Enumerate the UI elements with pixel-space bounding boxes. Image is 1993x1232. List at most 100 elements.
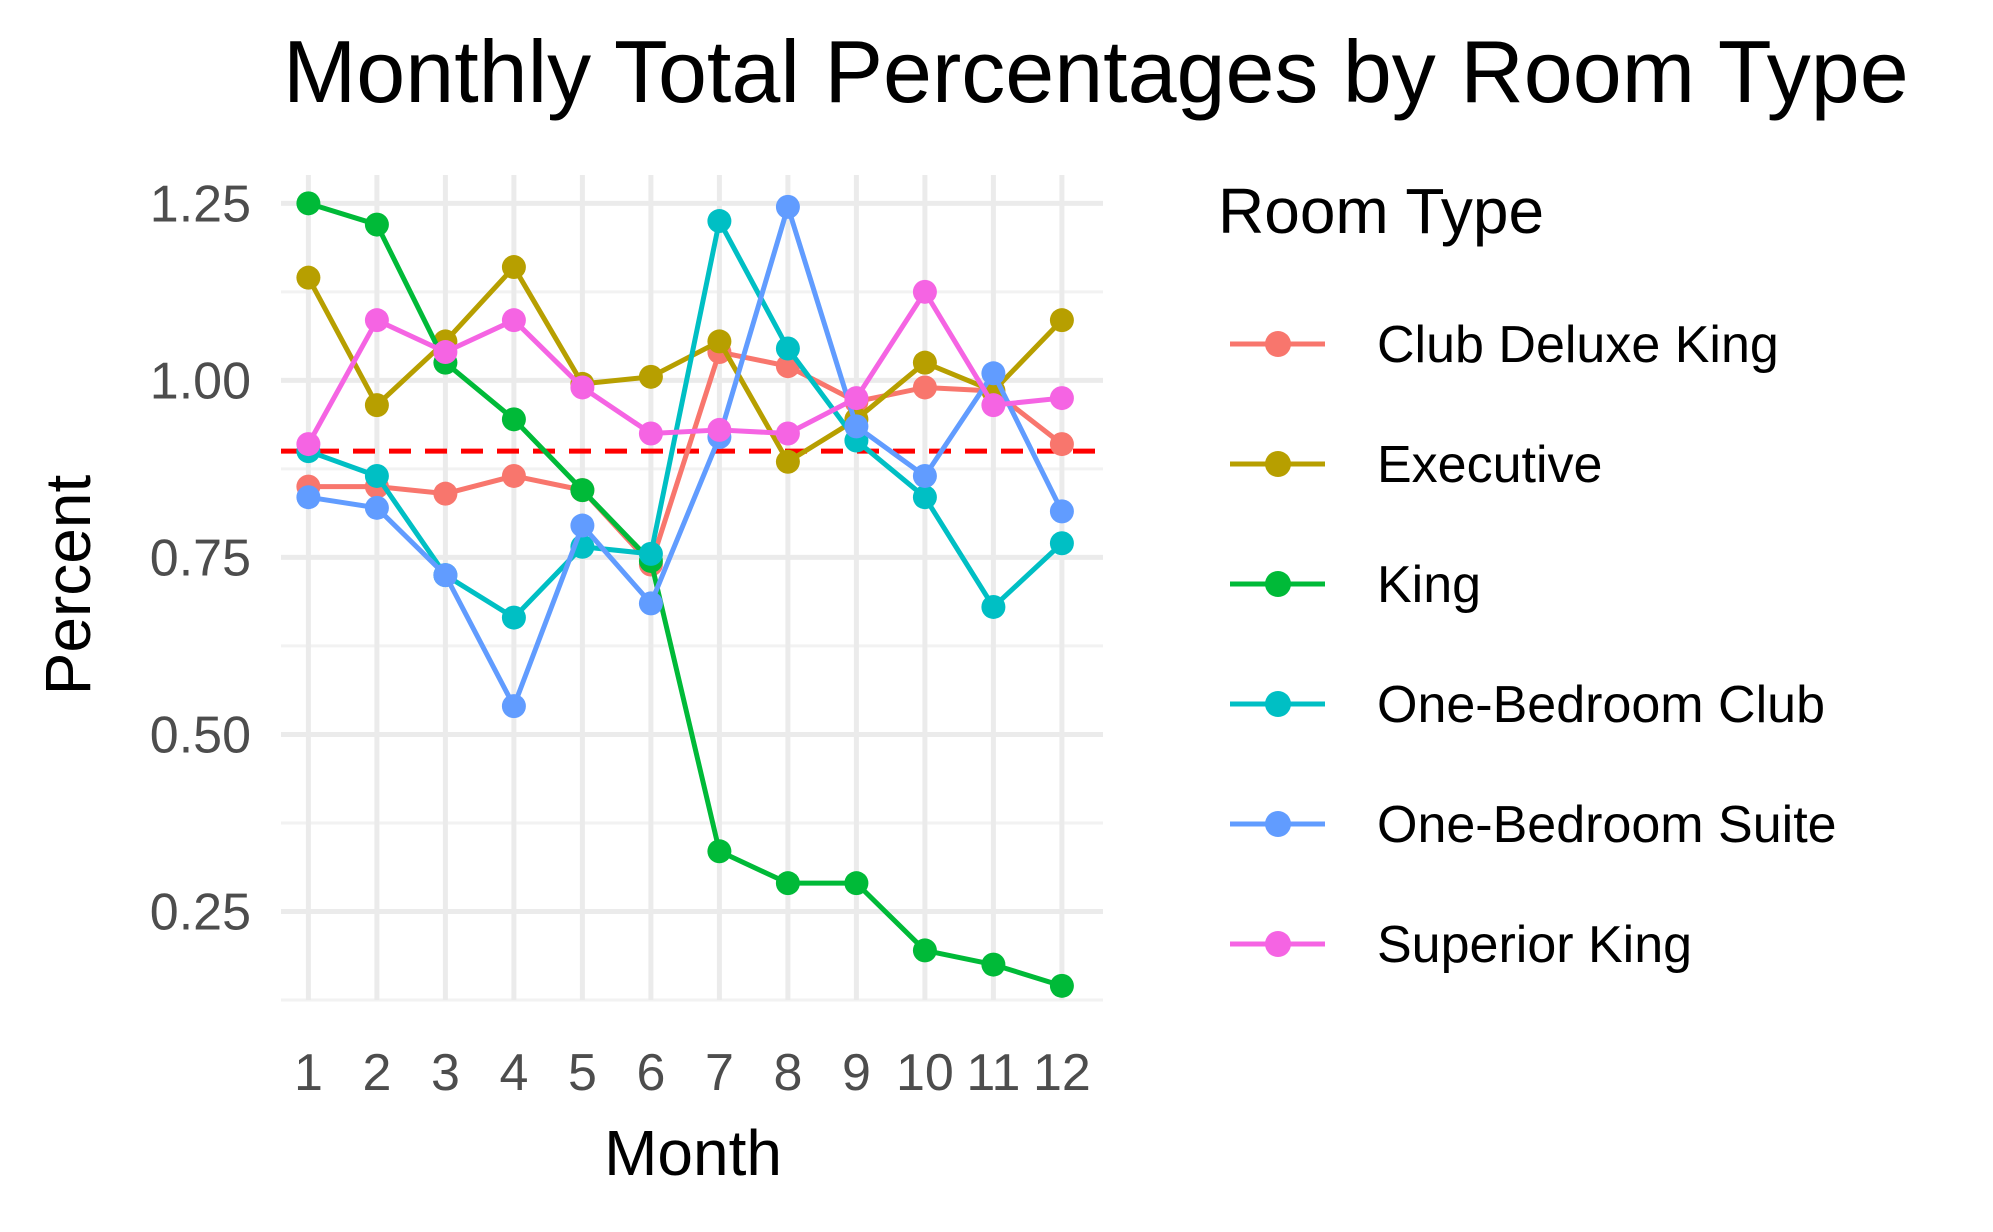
- x-axis-tick-labels: 1 2 3 4 5 6 7 8 9 10 11 12: [294, 1044, 1091, 1102]
- legend-key-point: [1265, 331, 1291, 357]
- data-point-superior-king: [775, 421, 800, 446]
- data-point-executive: [912, 350, 937, 375]
- data-point-king: [364, 212, 389, 237]
- x-tick-label: 3: [431, 1044, 460, 1102]
- series-king: [296, 191, 1074, 998]
- data-point-executive: [1049, 308, 1074, 333]
- series-executive: [296, 255, 1074, 474]
- series-one-bedroom-suite: [296, 194, 1074, 719]
- x-tick-label: 6: [636, 1044, 665, 1102]
- data-point-executive: [501, 255, 526, 280]
- data-point-one-bedroom-suite: [912, 463, 937, 488]
- data-point-one-bedroom-suite: [296, 485, 321, 510]
- data-point-king: [501, 407, 526, 432]
- data-point-one-bedroom-suite: [844, 414, 869, 439]
- legend-item-superior-king: Superior King: [1230, 916, 1692, 974]
- data-point-executive: [364, 393, 389, 418]
- y-tick-label: 1.00: [150, 352, 251, 410]
- data-point-superior-king: [981, 393, 1006, 418]
- data-point-executive: [638, 364, 663, 389]
- series-one-bedroom-club: [296, 209, 1074, 630]
- data-point-one-bedroom-suite: [570, 513, 595, 538]
- data-point-one-bedroom-suite: [364, 495, 389, 520]
- data-point-executive: [296, 265, 321, 290]
- x-tick-label: 4: [499, 1044, 528, 1102]
- x-tick-label: 5: [568, 1044, 597, 1102]
- data-point-king: [1049, 973, 1074, 998]
- series-line-superior-king: [306, 289, 1063, 446]
- legend-label: One-Bedroom Suite: [1377, 796, 1837, 854]
- data-point-club-deluxe-king: [433, 481, 458, 506]
- legend-key-point: [1265, 571, 1291, 597]
- legend-item-one-bedroom-suite: One-Bedroom Suite: [1230, 796, 1837, 854]
- data-point-one-bedroom-club: [364, 463, 389, 488]
- y-axis-title: Percent: [32, 475, 104, 696]
- data-point-superior-king: [707, 417, 732, 442]
- x-tick-label: 12: [1033, 1044, 1091, 1102]
- data-point-one-bedroom-suite: [981, 361, 1006, 386]
- data-point-king: [707, 839, 732, 864]
- data-point-one-bedroom-club: [501, 605, 526, 630]
- y-tick-label: 1.25: [150, 175, 251, 233]
- series-line-one-bedroom-suite: [308, 204, 1065, 709]
- data-point-club-deluxe-king: [501, 463, 526, 488]
- data-point-king: [912, 938, 937, 963]
- x-tick-label: 7: [705, 1044, 734, 1102]
- data-point-one-bedroom-suite: [433, 563, 458, 588]
- x-tick-label: 8: [773, 1044, 802, 1102]
- data-point-king: [296, 191, 321, 216]
- legend-key-point: [1265, 691, 1291, 717]
- data-point-one-bedroom-club: [775, 336, 800, 361]
- series-line-king: [307, 200, 1063, 989]
- y-tick-label: 0.75: [150, 529, 251, 587]
- data-point-superior-king: [1049, 386, 1074, 411]
- data-point-king: [981, 952, 1006, 977]
- series-line-one-bedroom-club: [307, 218, 1064, 621]
- legend-item-one-bedroom-club: One-Bedroom Club: [1230, 676, 1825, 734]
- data-point-superior-king: [570, 375, 595, 400]
- data-point-club-deluxe-king: [1049, 432, 1074, 457]
- data-point-one-bedroom-suite: [501, 694, 526, 719]
- series-superior-king: [296, 279, 1074, 457]
- series-layer: [296, 191, 1074, 998]
- legend-key-point: [1265, 451, 1291, 477]
- data-point-one-bedroom-club: [707, 209, 732, 234]
- x-tick-label: 11: [966, 1044, 1020, 1102]
- x-tick-label: 2: [362, 1044, 391, 1102]
- data-point-one-bedroom-club: [981, 594, 1006, 619]
- x-axis-title: Month: [604, 1117, 782, 1189]
- data-point-one-bedroom-suite: [638, 591, 663, 616]
- legend-label: Club Deluxe King: [1377, 316, 1779, 374]
- legend-item-club-deluxe-king: Club Deluxe King: [1230, 316, 1779, 374]
- x-tick-label: 9: [842, 1044, 871, 1102]
- data-point-king: [844, 871, 869, 896]
- data-point-superior-king: [364, 308, 389, 333]
- legend-label: Superior King: [1377, 916, 1692, 974]
- legend-key-point: [1265, 931, 1291, 957]
- y-tick-label: 0.25: [150, 883, 251, 941]
- data-point-king: [775, 871, 800, 896]
- data-point-superior-king: [844, 386, 869, 411]
- legend-label: King: [1377, 556, 1481, 614]
- x-tick-label: 1: [294, 1044, 323, 1102]
- legend-title: Room Type: [1218, 175, 1544, 247]
- data-point-executive: [775, 449, 800, 474]
- data-point-superior-king: [296, 432, 321, 457]
- legend-label: One-Bedroom Club: [1377, 676, 1825, 734]
- data-point-one-bedroom-club: [912, 485, 937, 510]
- legend: Club Deluxe King Executive King One-Bedroom…: [1230, 316, 1837, 974]
- data-point-king: [570, 478, 595, 503]
- legend-item-executive: Executive: [1230, 436, 1602, 494]
- chart-title: Monthly Total Percentages by Room Type: [283, 22, 1909, 121]
- data-point-one-bedroom-club: [1049, 531, 1074, 556]
- data-point-superior-king: [638, 421, 663, 446]
- x-tick-label: 10: [896, 1044, 954, 1102]
- data-point-executive: [707, 329, 732, 354]
- data-point-superior-king: [912, 279, 937, 304]
- data-point-one-bedroom-club: [638, 541, 663, 566]
- y-tick-label: 0.50: [150, 706, 251, 764]
- legend-item-king: King: [1230, 556, 1481, 614]
- minor-gridlines: [281, 290, 1103, 1002]
- data-point-one-bedroom-suite: [1049, 499, 1074, 524]
